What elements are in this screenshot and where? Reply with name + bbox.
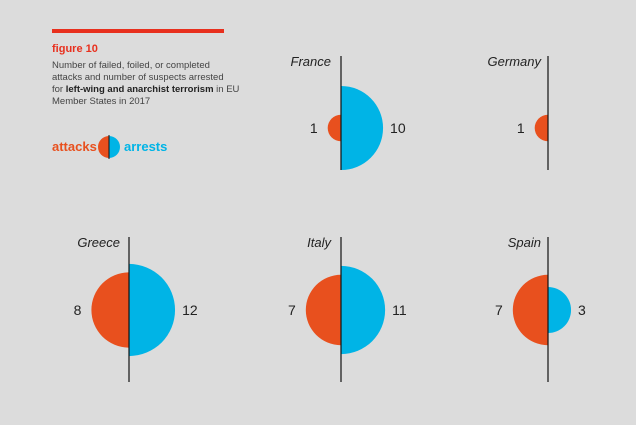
- description-bold: left-wing and anarchist terrorism: [66, 84, 214, 95]
- accent-bar: [52, 29, 224, 33]
- figure-description-line-2: attacks and number of suspects arrested: [52, 72, 224, 83]
- attacks-value-greece: 8: [74, 302, 82, 318]
- description-post: in EU: [214, 84, 240, 95]
- attacks-semicircle-france: [327, 114, 341, 142]
- arrests-semicircle-france: [341, 85, 384, 171]
- attacks-semicircle-greece: [91, 272, 129, 348]
- arrests-semicircle-greece: [129, 263, 176, 357]
- description-pre: for: [52, 84, 66, 95]
- figure-description-line-4: Member States in 2017: [52, 96, 150, 107]
- plots: France 1 10 Germany 1 Greece 8 12 Italy 7 11 Spain 7…: [74, 54, 586, 382]
- arrests-semicircle-italy: [341, 265, 386, 355]
- country-label-italy: Italy: [307, 235, 332, 250]
- arrests-value-greece: 12: [182, 302, 198, 318]
- figure-label: figure 10: [52, 43, 98, 55]
- legend: attacks arrests: [52, 135, 167, 159]
- legend-arrests-semicircle: [109, 136, 120, 158]
- attacks-value-germany: 1: [517, 120, 525, 136]
- arrests-value-france: 10: [390, 120, 406, 136]
- arrests-value-spain: 3: [578, 302, 586, 318]
- attacks-value-italy: 7: [288, 302, 296, 318]
- country-label-germany: Germany: [488, 54, 543, 69]
- country-label-greece: Greece: [77, 235, 120, 250]
- attacks-semicircle-germany: [534, 114, 548, 142]
- legend-attacks-label: attacks: [52, 139, 97, 154]
- arrests-value-italy: 11: [392, 302, 407, 318]
- attacks-semicircle-spain: [512, 274, 548, 346]
- country-label-spain: Spain: [508, 235, 541, 250]
- figure-description-line-3: for left-wing and anarchist terrorism in…: [52, 84, 240, 95]
- legend-arrests-label: arrests: [124, 139, 167, 154]
- attacks-semicircle-italy: [305, 274, 341, 346]
- legend-attacks-semicircle: [98, 136, 109, 158]
- figure-description-line-1: Number of failed, foiled, or completed: [52, 60, 210, 71]
- arrests-semicircle-spain: [548, 286, 572, 334]
- attacks-value-spain: 7: [495, 302, 503, 318]
- country-label-france: France: [291, 54, 331, 69]
- attacks-value-france: 1: [310, 120, 318, 136]
